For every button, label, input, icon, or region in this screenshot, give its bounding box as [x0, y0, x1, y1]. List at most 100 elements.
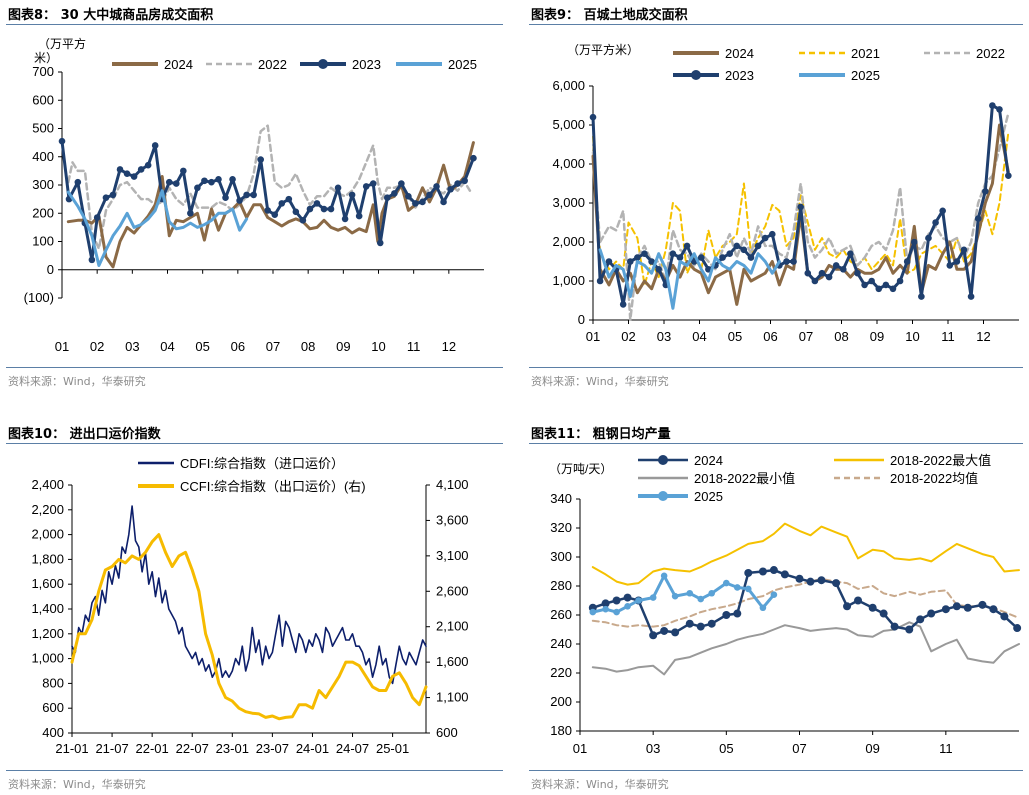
data-point-2023: [243, 191, 250, 199]
data-point-2023: [362, 183, 370, 190]
data-point-2023: [383, 194, 391, 202]
data-point-2023: [882, 281, 890, 289]
data-point-2024: [989, 605, 998, 614]
x-tick-label: 22-01: [136, 741, 169, 756]
data-point-2024: [660, 626, 669, 635]
x-tick-label: 25-01: [376, 741, 409, 756]
data-point-2023: [925, 234, 932, 242]
x-tick-label: 12: [442, 339, 456, 354]
title-rule: [529, 24, 1023, 25]
legend-label: 2021: [851, 46, 880, 61]
data-point-2024: [649, 631, 658, 640]
data-point-2023: [461, 177, 468, 185]
source-rule: [6, 367, 503, 368]
y-tick-label: 1,600: [31, 576, 64, 591]
legend-label: CDFI:综合指数（进口运价）: [180, 456, 344, 471]
data-point-2023: [967, 293, 975, 300]
data-point-2025: [734, 584, 741, 591]
x-tick-label: 09: [336, 339, 350, 354]
data-point-2024: [868, 603, 877, 612]
data-point-2023: [818, 269, 826, 277]
data-point-2024: [707, 619, 716, 628]
y-tick-label: 700: [32, 64, 54, 79]
title-rule: [529, 443, 1023, 444]
data-point-2024: [952, 602, 961, 611]
title-rule: [6, 24, 503, 25]
data-point-2023: [257, 156, 264, 163]
data-point-2023: [804, 269, 812, 277]
data-point-2023: [889, 285, 897, 293]
y2-tick-label: 4,100: [436, 477, 469, 492]
data-point-2023: [187, 209, 194, 217]
data-point-2023: [747, 254, 755, 261]
data-point-2023: [88, 256, 96, 264]
data-point-2025: [589, 608, 597, 616]
y-tick-label: 200: [32, 205, 54, 220]
data-point-2024: [671, 628, 680, 637]
y2-tick-label: 1,600: [436, 654, 469, 669]
data-point-2023: [596, 277, 604, 285]
data-point-2023: [447, 185, 454, 193]
data-point-2024: [758, 567, 767, 576]
data-point-2024: [685, 619, 694, 628]
data-point-2023: [313, 200, 321, 207]
data-point-2023: [648, 258, 655, 265]
data-point-2025: [635, 597, 642, 604]
x-tick-label: 07: [799, 329, 813, 344]
x-tick-label: 03: [125, 339, 139, 354]
source-note: 资料来源：Wind，华泰研究: [531, 778, 669, 791]
x-tick-label: 23-01: [216, 741, 249, 756]
legend-marker: [658, 491, 668, 501]
data-point-2023: [334, 184, 342, 192]
data-point-2023: [236, 197, 243, 204]
x-tick-label: 21-07: [95, 741, 128, 756]
x-tick-label: 06: [231, 339, 245, 354]
data-point-2023: [278, 200, 286, 207]
data-point-2023: [433, 183, 440, 190]
source-rule: [529, 367, 1023, 368]
legend-label: 2018-2022最大值: [890, 453, 991, 468]
y-tick-label: 240: [550, 636, 572, 651]
y-tick-label: 0: [47, 262, 54, 277]
x-tick-label: 02: [90, 339, 104, 354]
series-line-2025: [66, 189, 249, 267]
x-tick-label: 22-07: [176, 741, 209, 756]
legend-marker: [658, 455, 668, 465]
data-point-2023: [589, 113, 597, 121]
data-point-2024: [623, 593, 632, 602]
data-point-2023: [733, 242, 741, 250]
data-point-2023: [832, 262, 840, 269]
data-point-2024: [817, 576, 826, 585]
data-point-2023: [264, 207, 272, 214]
data-point-2023: [839, 266, 847, 273]
y-tick-label: 5,000: [552, 117, 585, 132]
legend-label: 2023: [725, 68, 754, 83]
data-point-2025: [671, 592, 679, 600]
data-point-2024: [733, 609, 742, 618]
x-tick-label: 06: [763, 329, 777, 344]
x-tick-label: 08: [834, 329, 848, 344]
x-tick-label: 08: [301, 339, 315, 354]
legend-label: 2024: [725, 46, 754, 61]
y-unit-label: （万平方: [38, 36, 86, 51]
data-point-2023: [854, 269, 861, 277]
y-tick-label: 500: [32, 121, 54, 136]
data-point-2023: [989, 102, 996, 109]
data-point-2025: [708, 589, 715, 597]
legend-label: 2018-2022最小值: [694, 471, 795, 486]
y-tick-label: 1,000: [31, 651, 64, 666]
data-point-2023: [299, 217, 307, 224]
legend-label: 2018-2022均值: [890, 471, 978, 486]
data-point-2023: [797, 203, 804, 211]
data-point-2025: [759, 604, 767, 612]
data-point-2023: [726, 250, 733, 257]
data-point-2024: [1013, 624, 1022, 633]
data-point-2023: [641, 250, 648, 257]
y-tick-label: 1,400: [31, 601, 64, 616]
data-point-2024: [832, 579, 841, 588]
data-point-2025: [744, 585, 752, 593]
y-tick-label: 320: [550, 520, 572, 535]
data-point-2023: [391, 190, 398, 197]
data-point-2023: [676, 254, 684, 261]
data-point-2023: [369, 180, 377, 187]
